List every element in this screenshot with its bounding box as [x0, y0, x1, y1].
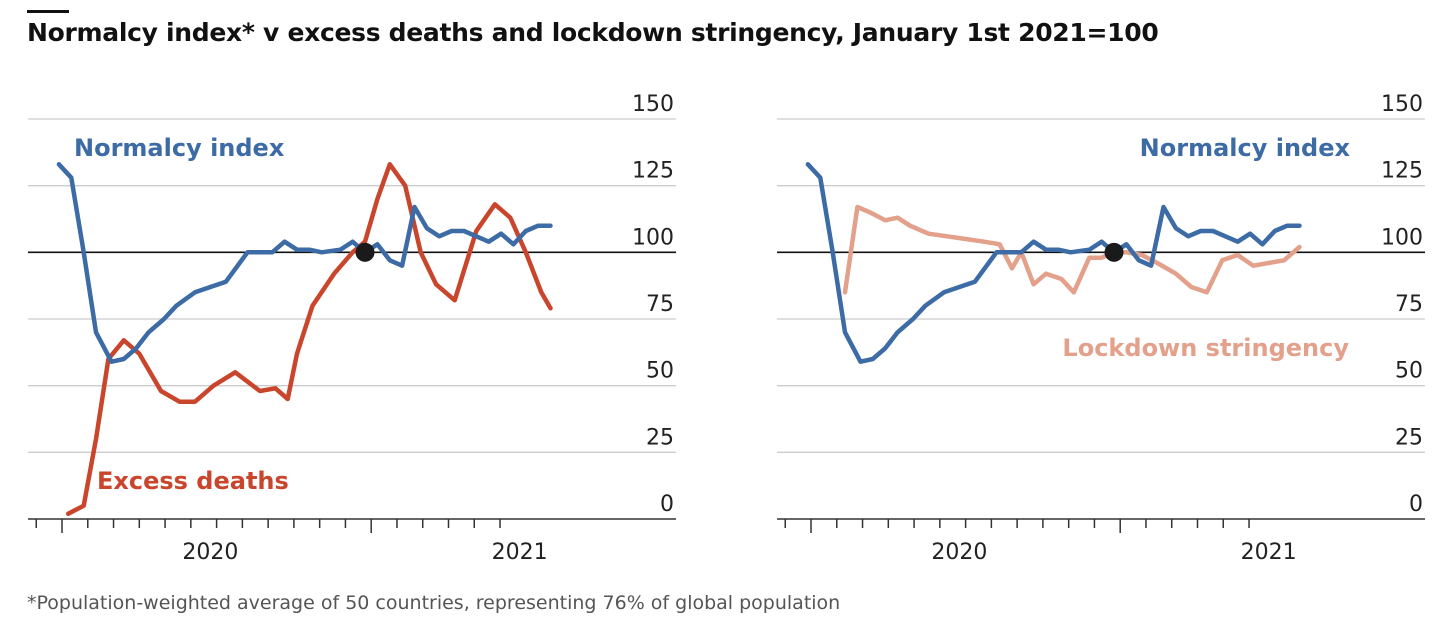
jan-2021-marker	[1104, 242, 1124, 262]
y-tick-label: 75	[1395, 292, 1423, 317]
title-rule	[27, 10, 69, 13]
x-tick-label: 2020	[931, 540, 987, 565]
y-tick-label: 50	[1395, 359, 1423, 384]
y-tick-label: 150	[632, 92, 674, 117]
y-tick-label: 100	[632, 225, 674, 250]
y-tick-label: 75	[646, 292, 674, 317]
y-tick-label: 50	[646, 359, 674, 384]
y-tick-label: 0	[1409, 492, 1423, 517]
y-tick-label: 125	[1381, 159, 1423, 184]
lockdown-series-label: Lockdown stringency	[1062, 334, 1349, 362]
footnote: *Population-weighted average of 50 count…	[27, 592, 841, 614]
y-tick-label: 125	[632, 159, 674, 184]
y-tick-label: 0	[660, 492, 674, 517]
x-tick-label: 2021	[1241, 540, 1297, 565]
normalcy-series-line	[56, 162, 553, 364]
lockdown-series-line	[842, 204, 1302, 295]
y-tick-label: 150	[1381, 92, 1423, 117]
right-chart-panel: 0 25 50 75 100 125 150 2020 2021 Normalcy index Lo…	[777, 92, 1425, 565]
normalcy-series-line	[805, 162, 1302, 364]
normalcy-series-label: Normalcy index	[1140, 134, 1351, 162]
y-tick-label: 100	[1381, 225, 1423, 250]
x-tick-label: 2020	[182, 540, 238, 565]
y-tick-label: 25	[1395, 425, 1423, 450]
x-tick-label: 2021	[492, 540, 548, 565]
y-tick-label: 25	[646, 425, 674, 450]
excess-deaths-series-label: Excess deaths	[97, 467, 289, 495]
left-chart-panel: 0 25 50 75 100 125 150 2020 2021 Normalcy index Ex…	[28, 92, 676, 565]
chart-title: Normalcy index* v excess deaths and lock…	[27, 18, 1159, 47]
excess_deaths-series-line	[65, 162, 553, 516]
jan-2021-marker	[355, 242, 375, 262]
normalcy-series-label: Normalcy index	[74, 134, 285, 162]
